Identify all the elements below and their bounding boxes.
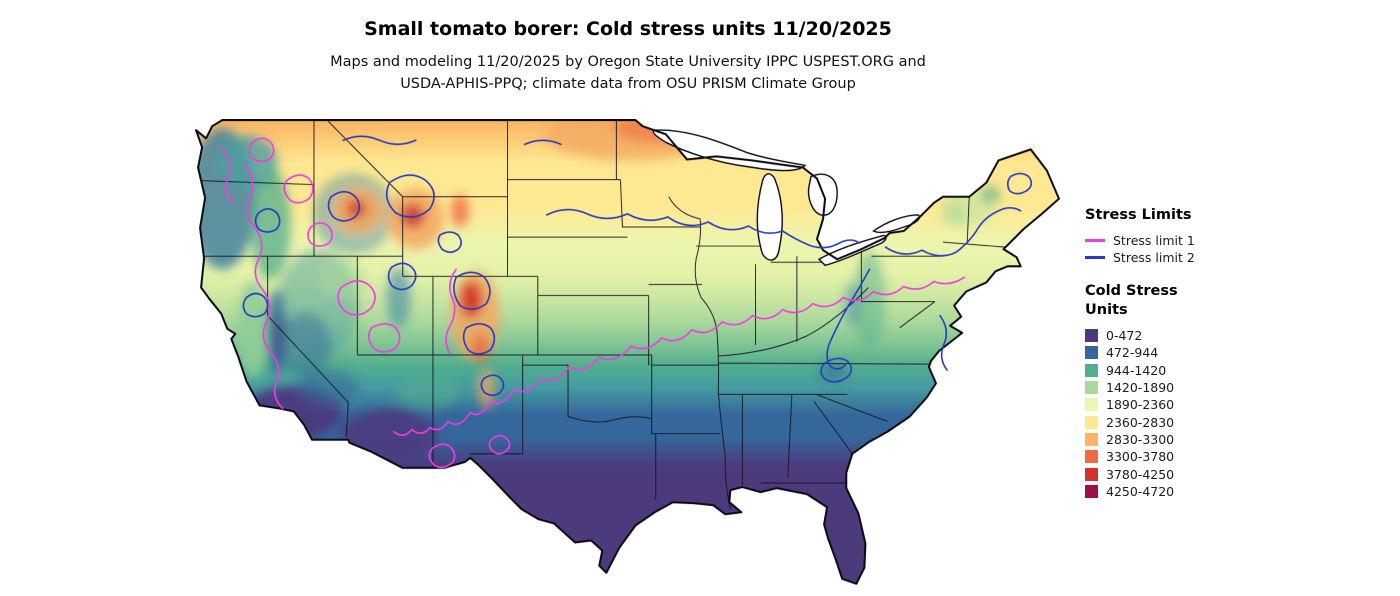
- stress-limit-2-contours: [242, 135, 1033, 397]
- stress-limit-2-line-swatch: [1085, 256, 1105, 259]
- bin-4-swatch: [1085, 398, 1098, 412]
- stress-limit-1-label: Stress limit 1: [1113, 233, 1195, 248]
- bin-3-label: 1420-1890: [1106, 380, 1175, 396]
- legend-item-stress-limit-1: Stress limit 1: [1085, 232, 1285, 249]
- cold-stress-legend-title-line-1: Cold Stress: [1085, 283, 1178, 299]
- bin-4-label: 1890-2360: [1106, 397, 1175, 413]
- us-outline: [195, 119, 1060, 585]
- map-region: [192, 118, 1064, 592]
- legend-item-stress-limit-2: Stress limit 2: [1085, 249, 1285, 266]
- stress-limit-2-label: Stress limit 2: [1113, 250, 1195, 265]
- legend-item-bin-7: 3300-3780: [1085, 448, 1285, 465]
- cold-stress-legend-title: Cold Stress Units: [1085, 282, 1285, 320]
- bin-0-swatch: [1085, 329, 1098, 343]
- bin-1-label: 472-944: [1106, 345, 1159, 361]
- cold-stress-legend-rows: 0-472 472-944 944-1420 1420-1890 1890-23…: [1085, 327, 1285, 500]
- legend-item-bin-2: 944-1420: [1085, 362, 1285, 379]
- legend-item-bin-6: 2830-3300: [1085, 431, 1285, 448]
- legend-item-bin-1: 472-944: [1085, 344, 1285, 361]
- bin-8-swatch: [1085, 467, 1098, 481]
- bin-7-label: 3300-3780: [1106, 449, 1175, 465]
- map-fill-layer: [196, 120, 1059, 584]
- page-title: Small tomato borer: Cold stress units 11…: [364, 18, 892, 40]
- cold-stress-legend-title-line-2: Units: [1085, 302, 1128, 318]
- bin-9-label: 4250-4720: [1106, 483, 1175, 499]
- figure-subtitle: Maps and modeling 11/20/2025 by Oregon S…: [0, 51, 1256, 95]
- bin-6-label: 2830-3300: [1106, 431, 1175, 447]
- legend: Stress Limits Stress limit 1 Stress limi…: [1085, 206, 1285, 500]
- figure-header: Small tomato borer: Cold stress units 11…: [0, 18, 1256, 95]
- stress-limit-1-line-swatch: [1085, 239, 1105, 242]
- stress-limits-legend-rows: Stress limit 1 Stress limit 2: [1085, 232, 1285, 266]
- legend-item-bin-0: 0-472: [1085, 327, 1285, 344]
- stress-limits-legend-title: Stress Limits: [1085, 207, 1192, 223]
- legend-item-bin-3: 1420-1890: [1085, 379, 1285, 396]
- stress-limit-1-contours: [221, 137, 966, 469]
- subtitle-line-1: Maps and modeling 11/20/2025 by Oregon S…: [330, 54, 926, 70]
- bin-2-label: 944-1420: [1106, 362, 1167, 378]
- legend-item-bin-5: 2360-2830: [1085, 413, 1285, 430]
- subtitle-line-2: USDA-APHIS-PPQ; climate data from OSU PR…: [400, 76, 856, 92]
- legend-item-bin-4: 1890-2360: [1085, 396, 1285, 413]
- bin-5-swatch: [1085, 415, 1098, 429]
- bin-6-swatch: [1085, 432, 1098, 446]
- bin-5-label: 2360-2830: [1106, 414, 1175, 430]
- bin-2-swatch: [1085, 363, 1098, 377]
- bin-9-swatch: [1085, 484, 1098, 498]
- legend-item-bin-8: 3780-4250: [1085, 465, 1285, 482]
- us-cold-stress-map: [195, 119, 1060, 585]
- bin-3-swatch: [1085, 381, 1098, 395]
- bin-8-label: 3780-4250: [1106, 466, 1175, 482]
- bin-0-label: 0-472: [1106, 328, 1143, 344]
- bin-7-swatch: [1085, 450, 1098, 464]
- legend-item-bin-9: 4250-4720: [1085, 483, 1285, 500]
- bin-1-swatch: [1085, 346, 1098, 360]
- state-borders: [200, 120, 1005, 510]
